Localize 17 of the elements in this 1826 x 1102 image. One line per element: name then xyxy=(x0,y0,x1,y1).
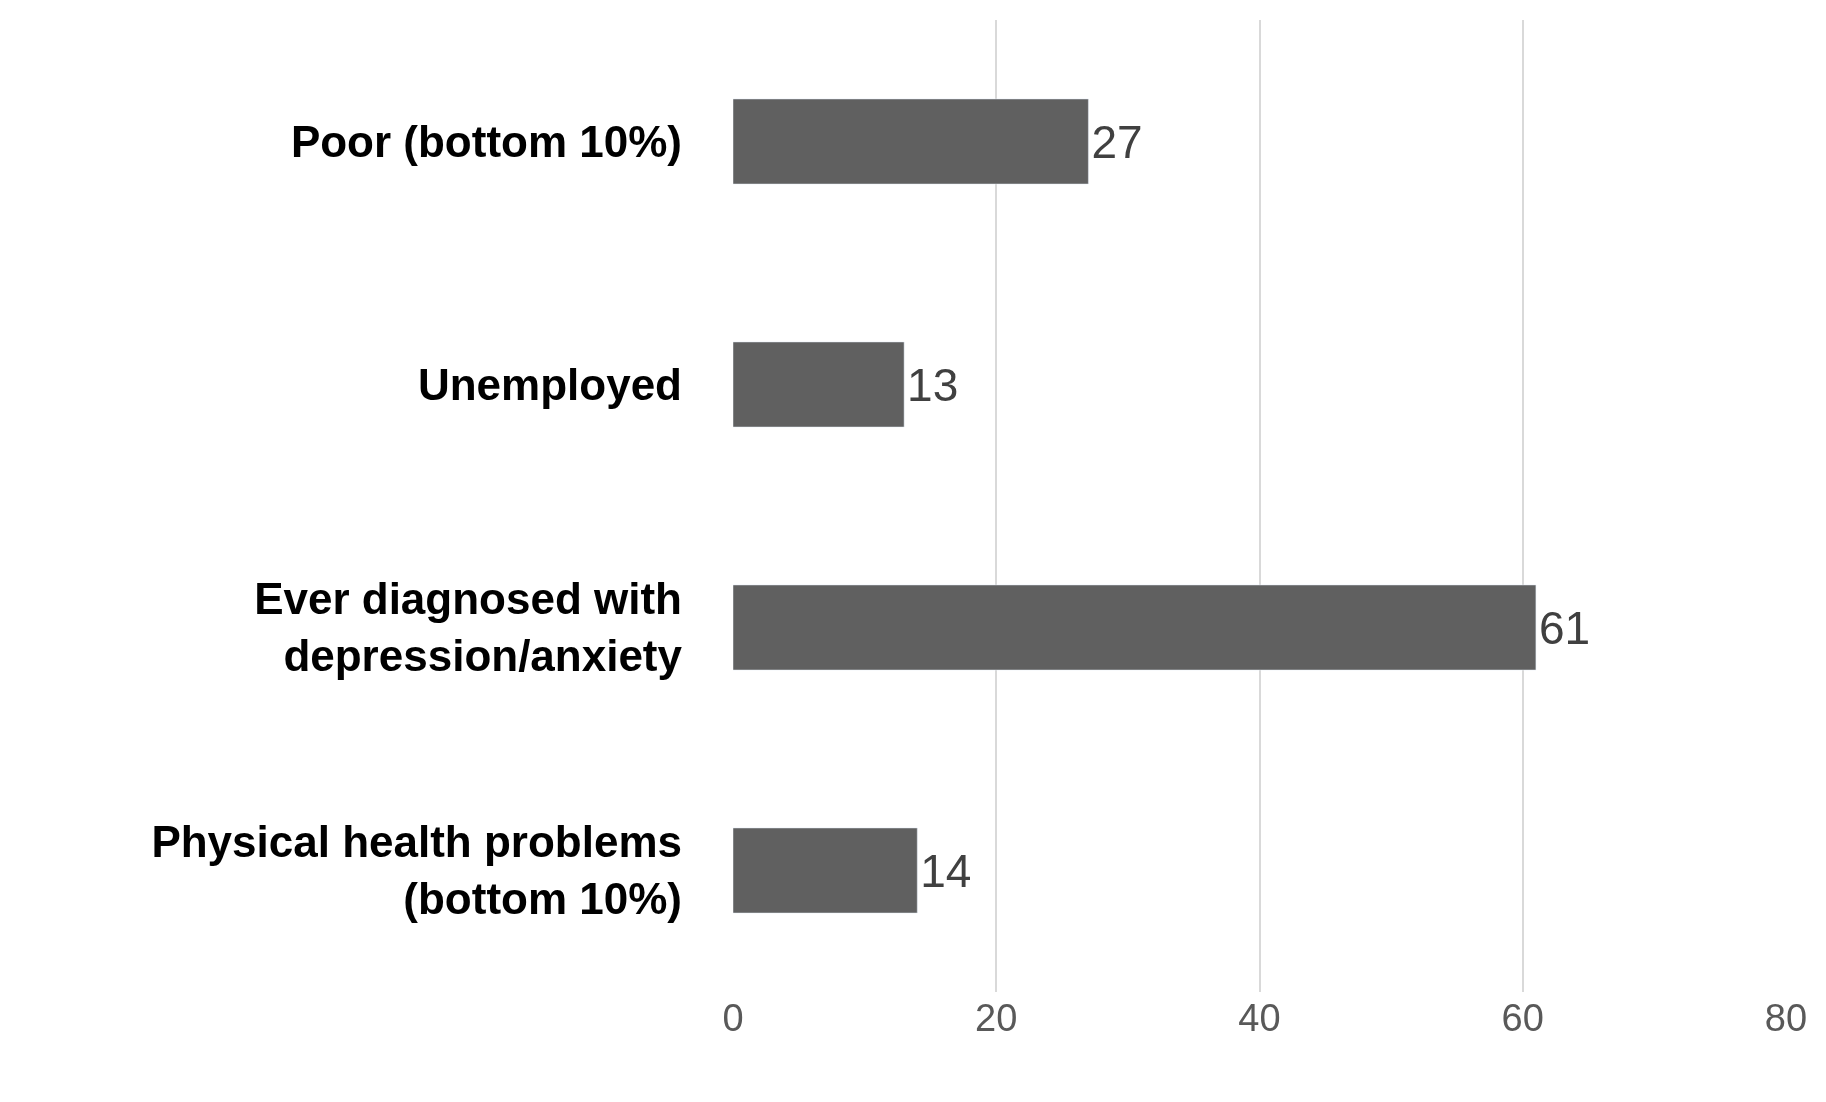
y-tick-label: Ever diagnosed with depression/anxiety xyxy=(254,574,683,681)
bar xyxy=(733,584,1537,671)
data-label: 14 xyxy=(920,844,972,897)
x-tick-label: 80 xyxy=(1764,997,1808,1039)
bar xyxy=(733,341,905,428)
y-tick-label: Unemployed xyxy=(417,359,682,409)
x-tick-label: 20 xyxy=(975,997,1018,1039)
bar xyxy=(733,827,918,914)
data-label: 27 xyxy=(1091,115,1143,168)
y-tick-label: Physical health problems (bottom 10%) xyxy=(151,817,682,924)
bar xyxy=(733,98,1089,185)
x-tick-label: 0 xyxy=(722,997,744,1039)
x-tick-label: 40 xyxy=(1238,997,1281,1039)
data-label: 61 xyxy=(1538,601,1591,654)
y-tick-label: Poor (bottom 10%) xyxy=(290,116,682,166)
x-tick-label: 60 xyxy=(1501,997,1544,1039)
data-label: 13 xyxy=(907,358,959,411)
